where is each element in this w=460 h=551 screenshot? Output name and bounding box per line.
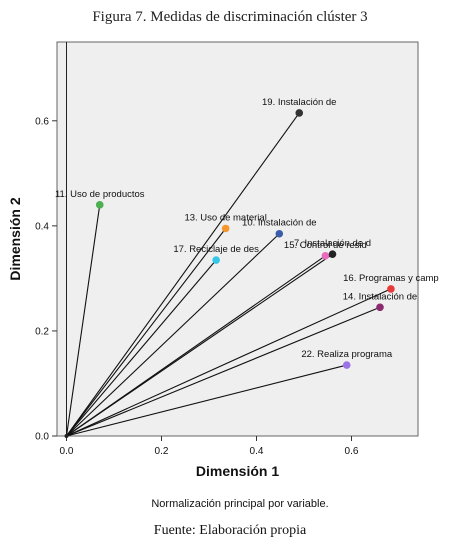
point-label: 7. Instalación de d [294,238,371,249]
figure-title: Figura 7. Medidas de discriminación clús… [92,9,368,25]
point-label: 15. Control de resid [284,240,367,251]
point-label: 11. Uso de productos [55,189,145,200]
x-axis-title: Dimensión 1 [196,463,279,479]
figure-note: Normalización principal por variable. [151,498,329,510]
vector-line [66,253,333,437]
data-point [328,250,337,259]
point-label: 22. Realiza programa [301,349,393,360]
discrimination-chart: 0.0 0.2 0.4 0.6 0.0 0.2 0.4 0.6 19. Instalación… [7,41,439,479]
y-tick-label: 0.4 [35,221,49,232]
data-point [376,303,384,312]
data-points [64,109,395,438]
data-point [212,256,220,264]
data-point [95,201,104,209]
data-point [275,229,284,238]
data-point [321,252,330,260]
vector-line [66,364,347,437]
point-label: 17. Reciclaje de des [173,244,259,255]
data-point [387,285,395,293]
data-point [342,361,351,369]
vector-line [66,259,217,437]
data-point [295,109,304,117]
vector-line [66,228,227,437]
vector-line [66,233,280,437]
x-tick-label: 0.6 [345,446,359,457]
vector-line [65,204,101,437]
y-tick-label: 0.0 [35,432,49,443]
point-label: 10. Instalación de [242,218,316,229]
x-tick-label: 0.4 [250,446,264,457]
y-tick-label: 0.6 [35,116,49,127]
figure-source: Fuente: Elaboración propia [153,523,307,538]
axis-ticks: 0.0 0.2 0.4 0.6 0.0 0.2 0.4 0.6 [35,116,359,457]
x-tick-label: 0.2 [155,446,169,457]
point-label: 16. Programas y camp [343,273,439,284]
x-tick-label: 0.0 [60,446,74,457]
point-labels: 19. Instalación de 11. Uso de productos 13… [55,97,439,360]
vector-line [66,288,392,437]
data-point [221,224,230,233]
vector-line [66,306,381,437]
vector-lines [65,112,392,437]
point-label: 14. Instalación de [343,291,417,302]
point-label: 13. Uso de material [184,212,266,223]
y-axis-title: Dimensión 2 [7,197,23,280]
y-tick-label: 0.2 [35,326,49,337]
vector-line [66,112,300,437]
origin-point [64,434,69,438]
point-label: 19. Instalación de [262,97,336,108]
